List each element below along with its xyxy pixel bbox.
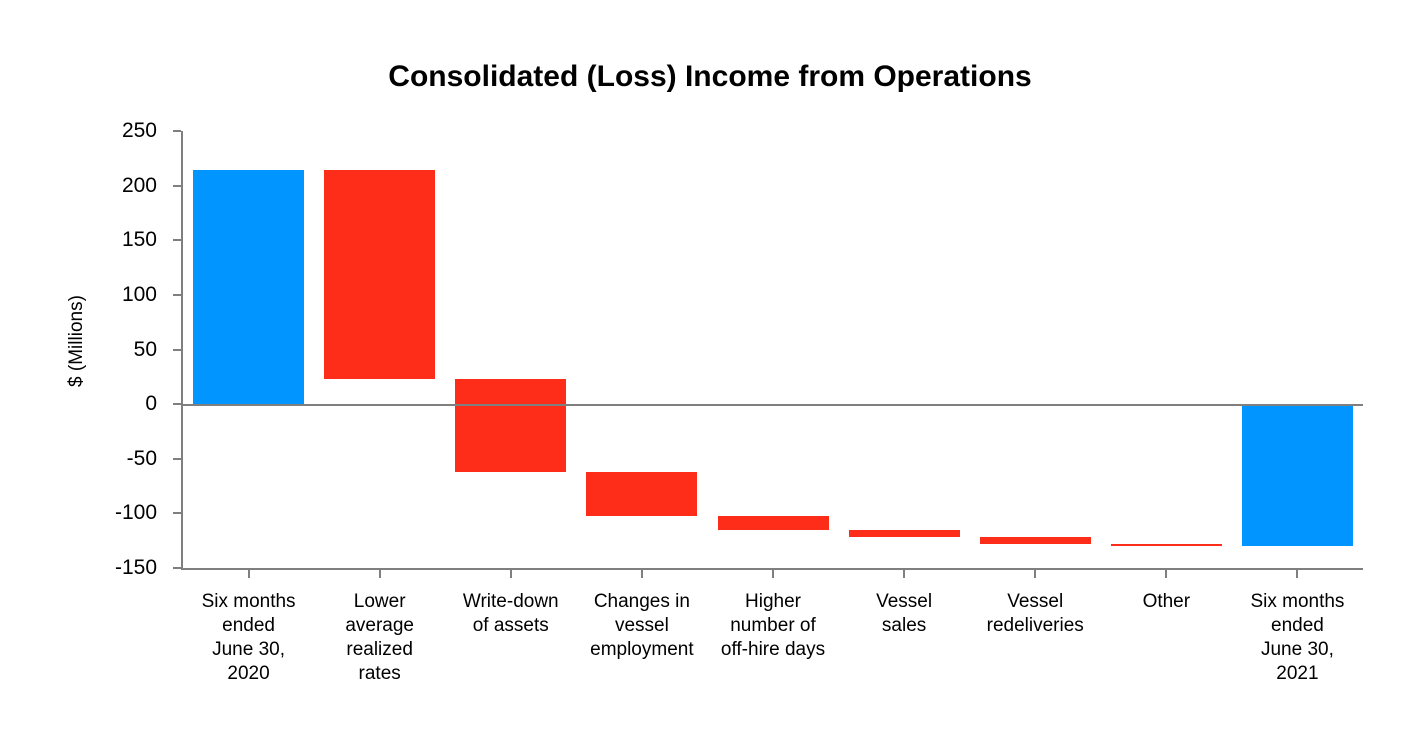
x-axis-tick bbox=[1296, 570, 1299, 578]
y-tick-label--100: -100 bbox=[114, 501, 157, 525]
y-tick-label-0: 0 bbox=[145, 392, 157, 416]
y-axis-tick bbox=[173, 130, 181, 132]
y-axis-tick bbox=[173, 293, 181, 296]
bar-six-months-ended-june-30-2020 bbox=[193, 170, 304, 405]
y-tick-label--150: -150 bbox=[114, 556, 157, 579]
y-axis-tick bbox=[173, 239, 181, 242]
bar-six-months-ended-june-30-2021 bbox=[1242, 404, 1353, 547]
bar-other bbox=[1111, 543, 1222, 547]
x-tick-label-six-months-ended-june-30-2020: Six months ended June 30, 2020 bbox=[201, 591, 296, 684]
x-tick-label-vessel-redeliveries: Vessel redeliveries bbox=[986, 591, 1084, 636]
y-axis-tick bbox=[173, 403, 181, 406]
x-tick-label-vessel-sales: Vessel sales bbox=[876, 591, 933, 636]
x-tick-label-other: Other bbox=[1142, 591, 1191, 612]
x-tick-label-lower-average-realized-rates: Lower average realized rates bbox=[345, 591, 414, 684]
y-tick-label-150: 150 bbox=[121, 228, 157, 252]
bar-vessel-redeliveries bbox=[980, 537, 1091, 544]
chart-title: Consolidated (Loss) Income from Operatio… bbox=[388, 60, 1032, 93]
bar-write-down-of-assets bbox=[455, 378, 566, 472]
x-axis-tick bbox=[903, 570, 906, 578]
x-axis-tick bbox=[378, 570, 381, 578]
x-axis-tick bbox=[772, 570, 774, 578]
zero-baseline bbox=[183, 404, 1363, 407]
bar-higher-number-of-off-hire-days bbox=[718, 515, 829, 530]
y-tick-label-250: 250 bbox=[121, 119, 157, 142]
x-axis-tick bbox=[1165, 570, 1168, 578]
bar-lower-average-realized-rates bbox=[324, 170, 435, 379]
y-axis-tick bbox=[173, 567, 181, 569]
y-tick-label--50: -50 bbox=[126, 446, 157, 470]
x-tick-label-changes-in-vessel-employment: Changes in vessel employment bbox=[590, 591, 694, 660]
y-axis-tick bbox=[173, 457, 181, 460]
bar-vessel-sales bbox=[849, 529, 960, 538]
x-tick-label-six-months-ended-june-30-2021: Six months ended June 30, 2021 bbox=[1250, 591, 1345, 684]
y-axis-tick bbox=[173, 348, 181, 351]
x-axis-tick bbox=[509, 570, 512, 578]
x-axis-tick bbox=[640, 570, 643, 578]
x-axis-tick bbox=[247, 570, 250, 578]
y-axis-tick bbox=[173, 512, 181, 515]
y-axis-tick bbox=[173, 184, 181, 187]
x-tick-label-write-down-of-assets: Write-down of assets bbox=[462, 591, 559, 636]
y-tick-label-200: 200 bbox=[121, 173, 157, 197]
y-tick-label-50: 50 bbox=[133, 337, 157, 361]
plot-area: 250 200 150 100 50 0 -50 -100 -150 Six months end… bbox=[115, 119, 1363, 684]
bar-changes-in-vessel-employment bbox=[586, 471, 697, 516]
x-axis-tick bbox=[1034, 570, 1037, 578]
x-tick-label-higher-number-of-off-hire-days: Higher number of off-hire days bbox=[720, 591, 826, 660]
y-tick-label-100: 100 bbox=[121, 282, 157, 306]
